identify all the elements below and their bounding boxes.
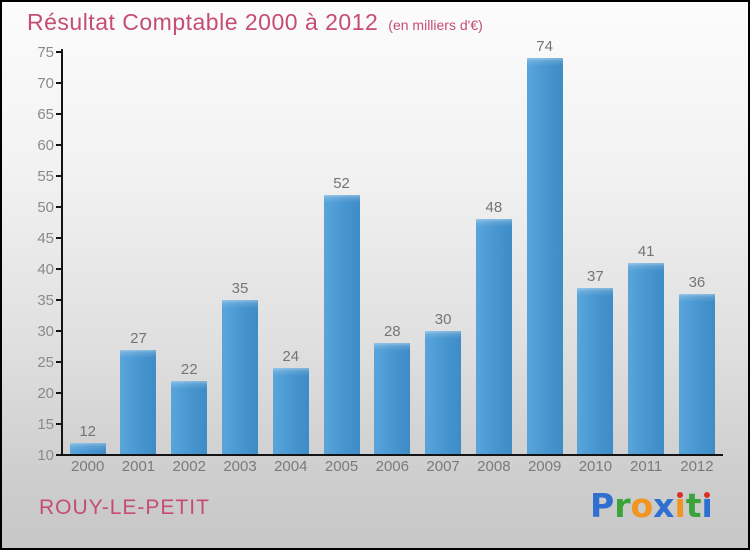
bar bbox=[475, 219, 512, 454]
y-axis-tick bbox=[56, 268, 62, 270]
y-axis-tick-label: 10 bbox=[37, 447, 54, 464]
y-axis-tick bbox=[56, 113, 62, 115]
bar bbox=[577, 287, 614, 454]
bar-value-label: 37 bbox=[587, 267, 604, 285]
bar bbox=[171, 380, 208, 454]
y-axis-tick bbox=[56, 423, 62, 425]
x-axis-category-label: 2004 bbox=[274, 458, 308, 475]
x-axis-category-label: 2010 bbox=[578, 458, 613, 475]
bar-value-label: 12 bbox=[79, 422, 97, 440]
bar-value-label: 74 bbox=[536, 38, 553, 56]
y-axis-tick-label: 20 bbox=[37, 385, 54, 402]
bar-value-label: 36 bbox=[688, 273, 706, 291]
bar bbox=[374, 343, 411, 454]
logo-i-dot bbox=[704, 492, 711, 498]
logo-letter-o: o bbox=[630, 486, 654, 525]
x-axis-line bbox=[61, 454, 723, 456]
y-axis-tick bbox=[56, 237, 62, 239]
y-axis-tick bbox=[56, 51, 62, 53]
bar bbox=[678, 293, 715, 454]
y-axis-tick bbox=[56, 175, 62, 177]
y-axis-tick-label: 55 bbox=[37, 168, 54, 185]
y-axis-tick bbox=[56, 206, 62, 208]
y-axis-tick-label: 15 bbox=[37, 416, 54, 433]
bar-value-label: 28 bbox=[383, 323, 401, 341]
x-axis-category-label: 2003 bbox=[223, 458, 257, 475]
y-axis-tick-label: 25 bbox=[37, 354, 54, 371]
x-axis-category-label: 2006 bbox=[375, 458, 409, 475]
bar-value-label: 22 bbox=[180, 360, 198, 378]
logo-letter-i: ı bbox=[701, 486, 713, 525]
y-axis-tick-label: 45 bbox=[37, 230, 54, 247]
y-axis-line bbox=[61, 49, 63, 456]
bar bbox=[425, 331, 462, 454]
commune-name-label: ROUY-LE-PETIT bbox=[39, 496, 210, 519]
logo-letter-x: x bbox=[653, 486, 675, 525]
y-axis-tick-label: 30 bbox=[37, 323, 54, 340]
logo-letter-r: r bbox=[614, 486, 631, 525]
bar bbox=[272, 368, 309, 454]
y-axis-tick-label: 65 bbox=[37, 106, 54, 123]
x-axis-category-label: 2011 bbox=[630, 458, 663, 475]
bar bbox=[69, 442, 106, 454]
x-axis-category-label: 2001 bbox=[121, 458, 156, 475]
y-axis-tick-label: 40 bbox=[37, 261, 54, 278]
bar bbox=[323, 194, 360, 454]
bar-value-label: 24 bbox=[282, 348, 300, 366]
x-axis-category-label: 2012 bbox=[680, 458, 714, 475]
chart-title: Résultat Comptable 2000 à 2012 bbox=[27, 9, 379, 35]
bar-value-label: 27 bbox=[130, 329, 147, 347]
bar-value-label: 41 bbox=[637, 242, 655, 260]
y-axis-tick bbox=[56, 361, 62, 363]
y-axis-tick-label: 75 bbox=[37, 44, 54, 61]
logo-letter-t: t bbox=[685, 486, 702, 525]
x-axis-category-label: 2002 bbox=[172, 458, 206, 475]
logo-letter-P: P bbox=[590, 486, 615, 525]
y-axis-tick bbox=[56, 392, 62, 394]
y-axis-tick bbox=[56, 454, 62, 456]
x-axis-category-label: 2005 bbox=[324, 458, 359, 475]
y-axis-tick-label: 50 bbox=[37, 199, 54, 216]
bar bbox=[526, 58, 563, 454]
bar bbox=[120, 349, 157, 454]
proxiti-logo: Proxı tı bbox=[590, 488, 713, 524]
chart-header: Résultat Comptable 2000 à 2012 (en milli… bbox=[27, 9, 483, 36]
bar-value-label: 48 bbox=[485, 199, 503, 217]
x-axis-category-label: 2008 bbox=[477, 458, 511, 475]
logo-letter-i: ı bbox=[674, 486, 686, 525]
x-axis-category-label: 2007 bbox=[426, 458, 460, 475]
bar-value-label: 30 bbox=[434, 311, 452, 328]
x-axis-category-label: 2000 bbox=[71, 458, 105, 475]
y-axis-tick bbox=[56, 330, 62, 332]
y-axis-tick bbox=[56, 144, 62, 146]
logo-i-dot bbox=[677, 492, 684, 498]
bar bbox=[222, 300, 258, 454]
y-axis-tick bbox=[56, 299, 62, 301]
y-axis-tick-label: 70 bbox=[37, 75, 54, 92]
chart-subtitle: (en milliers d'€) bbox=[388, 17, 483, 33]
bar bbox=[628, 262, 665, 454]
bar-value-label: 52 bbox=[333, 174, 350, 192]
y-axis-tick bbox=[56, 82, 62, 84]
y-axis-tick-label: 60 bbox=[37, 137, 54, 154]
y-axis-tick-label: 35 bbox=[37, 292, 54, 309]
x-axis-category-label: 2009 bbox=[527, 458, 562, 475]
bar-value-label: 35 bbox=[231, 280, 249, 297]
